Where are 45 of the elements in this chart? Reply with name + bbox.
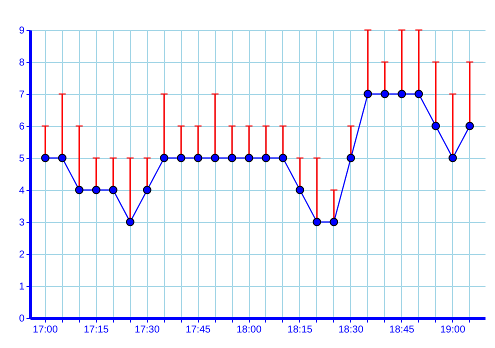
point <box>160 154 168 162</box>
point <box>244 154 254 162</box>
y-tick-label: 2 <box>18 250 25 260</box>
x-tick-label: 17:15 <box>84 324 110 336</box>
x-tick-label: 18:30 <box>338 324 364 336</box>
y-tick-label: 7 <box>18 90 25 100</box>
point <box>176 154 186 162</box>
point <box>466 122 474 130</box>
x-tick-label: 17:45 <box>186 324 212 336</box>
point <box>296 186 304 194</box>
y-tick-label: 8 <box>18 58 25 68</box>
y-tick-label: 5 <box>18 154 25 164</box>
point <box>330 218 338 226</box>
x-tick-label: 18:15 <box>287 324 313 336</box>
x-tick-label: 17:00 <box>32 324 58 336</box>
y-tick-label: 6 <box>18 122 25 132</box>
point <box>364 90 372 98</box>
point <box>75 186 84 194</box>
point <box>58 154 66 162</box>
point <box>414 90 423 98</box>
point <box>312 218 322 226</box>
y-tick-label: 9 <box>18 26 25 36</box>
x-tick-label: 18:00 <box>236 324 262 336</box>
point <box>346 154 356 162</box>
x-tick-label: 19:00 <box>440 324 466 336</box>
y-tick-label: 4 <box>18 186 25 196</box>
point <box>228 154 236 162</box>
point <box>380 90 390 98</box>
point <box>448 154 457 162</box>
point <box>108 186 118 194</box>
point <box>210 154 220 162</box>
point <box>278 154 288 162</box>
y-tick-label: 3 <box>18 218 25 228</box>
point <box>41 154 50 162</box>
x-tick-label: 17:30 <box>134 324 160 336</box>
x-tick-label: 18:45 <box>389 324 415 336</box>
point <box>262 154 270 162</box>
point <box>142 186 152 194</box>
point <box>92 186 100 194</box>
point <box>194 154 202 162</box>
point <box>126 218 134 226</box>
y-tick-label: 0 <box>18 314 25 324</box>
point <box>398 90 406 98</box>
y-tick-label: 1 <box>18 282 25 292</box>
point <box>432 122 440 130</box>
